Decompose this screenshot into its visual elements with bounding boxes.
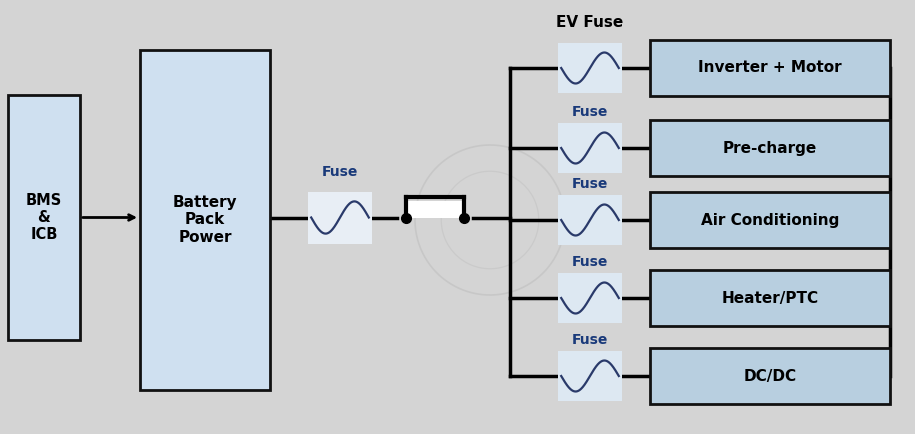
Bar [558, 43, 622, 93]
Text: Fuse: Fuse [572, 177, 608, 191]
Text: Battery
Pack
Power: Battery Pack Power [173, 195, 237, 245]
Bar [140, 50, 270, 390]
Bar [406, 201, 464, 217]
Text: Fuse: Fuse [572, 105, 608, 119]
Bar [650, 40, 890, 96]
Bar [558, 273, 622, 323]
Text: EV Fuse: EV Fuse [556, 15, 624, 30]
Bar [650, 192, 890, 248]
Text: Fuse: Fuse [572, 255, 608, 269]
Bar [308, 191, 372, 243]
Text: Pre-charge: Pre-charge [723, 141, 817, 155]
Bar [8, 95, 80, 340]
Text: BMS
&
ICB: BMS & ICB [26, 193, 62, 243]
Text: Fuse: Fuse [322, 165, 358, 180]
Bar [650, 120, 890, 176]
Text: Air Conditioning: Air Conditioning [701, 213, 839, 227]
Text: Fuse: Fuse [572, 333, 608, 347]
Bar [558, 123, 622, 173]
Bar [558, 351, 622, 401]
Text: Heater/PTC: Heater/PTC [721, 290, 819, 306]
Text: DC/DC: DC/DC [743, 368, 797, 384]
Bar [650, 270, 890, 326]
Bar [650, 348, 890, 404]
Bar [558, 195, 622, 245]
Text: Inverter + Motor: Inverter + Motor [698, 60, 842, 76]
